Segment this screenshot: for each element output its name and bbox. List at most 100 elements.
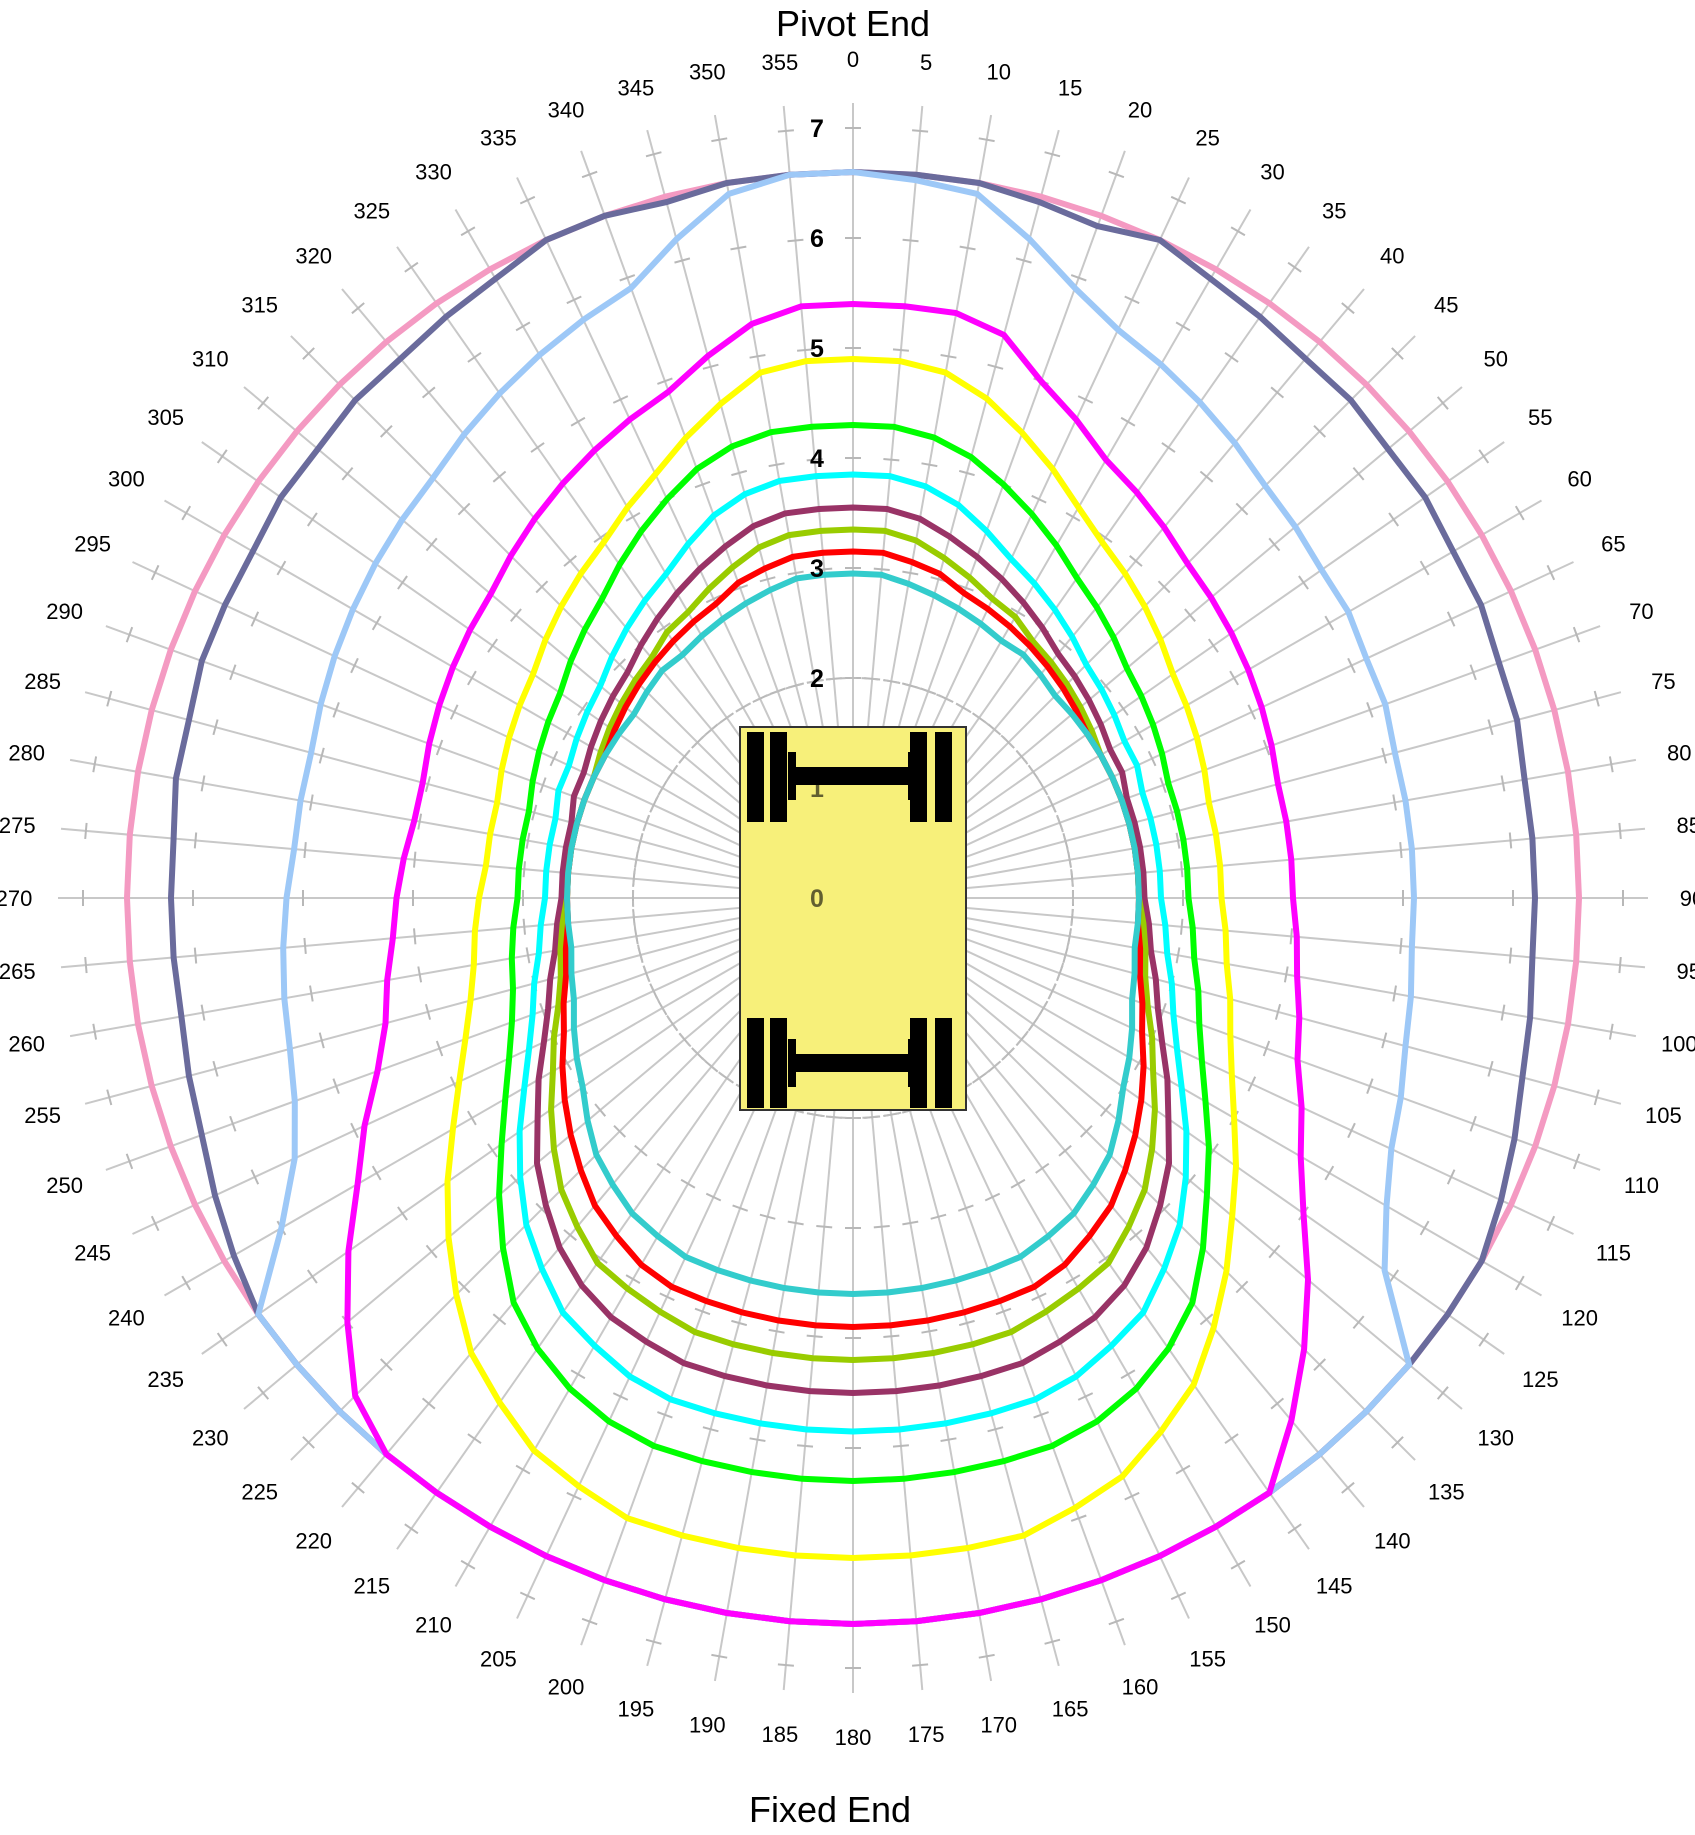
tick-mark [1341,1481,1355,1494]
tick-mark [1033,1411,1049,1419]
tick-mark [816,567,833,571]
tick-mark [549,750,559,767]
tick-mark [424,1003,432,1020]
spoke-70 [852,625,1601,899]
tick-mark [570,416,586,427]
tick-mark [1170,1591,1187,1601]
tick-mark [519,1591,536,1601]
tick-mark [216,1332,228,1347]
angle-tick-label: 160 [1122,1674,1159,1699]
angle-tick-label: 205 [480,1646,517,1671]
angle-tick-label: 340 [548,98,585,123]
tick-mark [1268,1244,1281,1259]
tick-mark [302,1436,315,1449]
tick-mark [1161,442,1176,453]
tick-mark [106,690,113,707]
vehicle-diagram [739,726,967,1111]
angle-tick-label: 215 [353,1573,390,1598]
angle-tick-label: 130 [1477,1425,1514,1450]
tick-mark [181,505,192,521]
tick-mark [351,302,365,315]
tick-mark [892,348,909,352]
tick-mark [787,570,804,576]
spoke-110 [852,897,1601,1171]
spoke-115 [852,897,1574,1235]
tick-mark [1270,1397,1285,1410]
tick-mark [1124,1491,1140,1501]
wheel [747,732,764,822]
tick-mark [1199,470,1214,483]
tick-mark [1120,416,1136,427]
tick-mark [816,1225,833,1229]
spoke-60 [852,499,1542,899]
tick-mark [212,719,219,736]
tick-mark [1262,1040,1271,1057]
tick-mark [1031,1292,1047,1302]
tick-mark [570,1369,586,1380]
tick-mark [1235,1280,1249,1294]
tick-mark [612,1392,629,1401]
tick-mark [1324,1165,1335,1181]
tick-mark [487,638,499,653]
tick-mark [645,151,662,158]
series-line-8 [533,504,1173,1397]
tick-mark [768,462,785,468]
tick-mark [257,396,270,410]
tick-mark [1065,1274,1081,1284]
angle-tick-label: 300 [108,467,145,492]
tick-mark [421,1397,436,1410]
angle-tick-label: 180 [835,1725,872,1750]
tick-mark [332,1078,340,1094]
tick-mark [1170,195,1187,205]
tick-mark [1366,702,1374,718]
wheel [770,1018,787,1108]
axle-bar [790,1054,916,1072]
tick-mark [539,777,547,794]
tick-mark [902,1220,919,1226]
tick-mark [435,739,444,756]
axle-end [788,1039,796,1087]
tick-mark [1391,347,1404,360]
tick-mark [1572,626,1581,643]
tick-mark [92,756,98,773]
tick-mark [531,804,538,821]
tick-mark [435,1040,444,1057]
angle-tick-label: 200 [548,1674,585,1699]
tick-mark [1224,351,1239,363]
tick-mark [987,363,1004,370]
series-line-5 [444,355,1240,1562]
tick-mark [1117,701,1129,716]
tick-mark [1283,966,1289,983]
tick-mark [1313,424,1327,438]
angle-tick-label: 320 [295,243,332,268]
tick-mark [125,1153,134,1170]
tick-mark [959,245,976,251]
angle-tick-label: 5 [920,50,932,75]
angle-tick-label: 190 [689,1712,726,1737]
tick-mark [309,794,314,811]
tick-mark [680,1178,696,1189]
tick-mark [257,1386,270,1400]
tick-mark [806,1334,823,1338]
angle-tick-label: 245 [74,1241,111,1266]
tick-mark [1180,861,1184,878]
tick-mark [1099,679,1112,693]
axle-end [788,752,796,800]
tick-mark [404,261,419,273]
series-line-4 [344,300,1312,1628]
radial-tick-label: 7 [810,115,824,143]
tick-mark [1070,274,1087,282]
tick-mark [332,702,340,718]
spoke-295 [132,561,854,899]
tick-mark [957,1204,974,1212]
tick-mark [1175,947,1181,964]
tick-mark [902,570,919,576]
angle-tick-label: 30 [1260,159,1284,184]
tick-mark [413,851,417,868]
angle-tick-label: 55 [1528,405,1552,430]
tick-mark [417,813,423,830]
tick-mark [1235,502,1249,516]
tick-mark [921,462,938,468]
tick-mark [1419,560,1430,576]
tick-mark [957,584,974,592]
